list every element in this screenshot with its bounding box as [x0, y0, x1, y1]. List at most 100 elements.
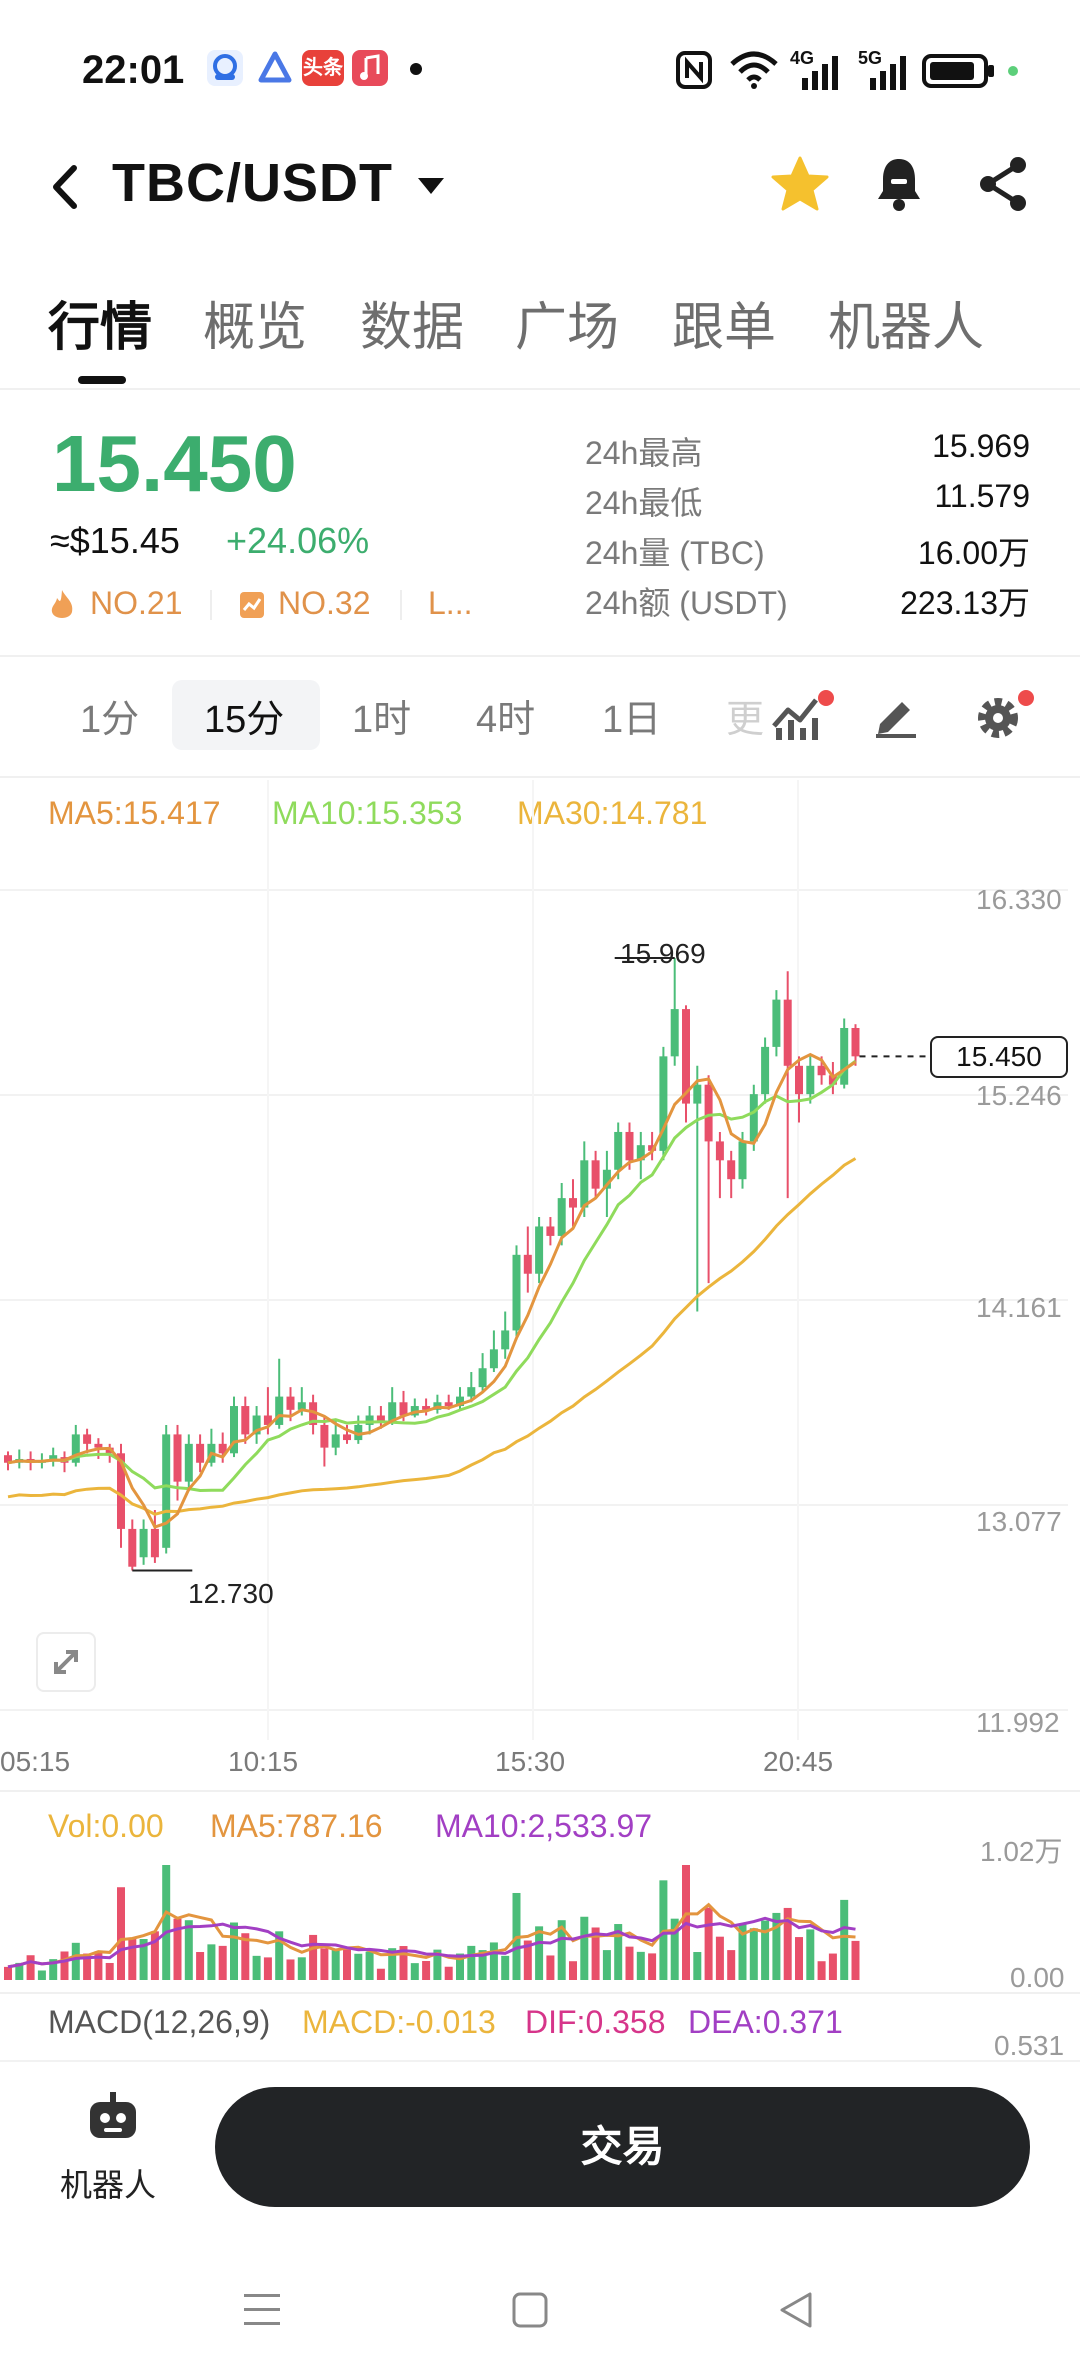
tab-copy-trade[interactable]: 跟单 [672, 299, 777, 357]
volume-bar [772, 1912, 781, 1980]
volume-bar [546, 1955, 555, 1980]
candle-body [162, 1434, 171, 1548]
volume-bar [105, 1962, 114, 1980]
candle-body [309, 1402, 318, 1425]
x-axis-label: 05:15 [0, 1746, 71, 1777]
home-nav-icon[interactable] [508, 2288, 552, 2332]
volume-bar [173, 1918, 182, 1980]
tab-active-indicator [78, 376, 126, 384]
macd-axis-label: 0.531 [994, 2030, 1065, 2061]
divider [0, 655, 1080, 657]
share-icon[interactable] [976, 155, 1030, 213]
settings-gear-icon[interactable] [970, 688, 1036, 744]
volume-bar [184, 1920, 193, 1980]
music-app-icon [352, 50, 388, 86]
volume-bar [83, 1953, 92, 1980]
tab-market[interactable]: 行情 [48, 299, 153, 357]
candle-body [557, 1198, 566, 1236]
volume-bar [489, 1942, 498, 1980]
rank-more[interactable]: L... [428, 585, 473, 621]
candle-body [241, 1406, 250, 1435]
ma30-line [7, 1157, 857, 1516]
vol-ma10-line [7, 1916, 856, 1969]
y-axis-label: 16.330 [976, 884, 1062, 915]
candle-body [422, 1406, 431, 1410]
tab-bot[interactable]: 机器人 [828, 299, 985, 357]
vol-ma5-legend: MA5:787.16 [210, 1808, 383, 1844]
candle-body [297, 1402, 306, 1410]
timeframe-1d[interactable]: 1日 [602, 699, 662, 741]
network-5g-label: 5G [858, 48, 883, 68]
candle-body [94, 1443, 103, 1448]
caret-down-icon[interactable] [416, 175, 446, 197]
price-alert-bell-icon[interactable] [874, 155, 924, 213]
rank-hot[interactable]: NO.21 [90, 585, 183, 621]
divider [0, 1790, 1080, 1792]
menu-nav-icon[interactable] [240, 2290, 284, 2330]
volume-bar [795, 1937, 803, 1980]
price-change: +24.06% [226, 520, 370, 561]
divider [0, 1992, 1080, 1994]
back-nav-icon[interactable] [774, 2288, 818, 2332]
timeframe-1h[interactable]: 1时 [352, 699, 412, 741]
expand-icon [54, 1650, 78, 1674]
draw-pen-icon[interactable] [870, 690, 920, 740]
volume-bar [331, 1949, 340, 1980]
volume-bar [263, 1957, 272, 1980]
volume-bar [433, 1949, 442, 1980]
candle-body [467, 1387, 476, 1397]
timeframe-1m[interactable]: 1分 [80, 699, 140, 741]
tab-data[interactable]: 数据 [360, 299, 465, 357]
flame-icon [51, 590, 73, 618]
candle-body [196, 1443, 205, 1463]
candle-body [365, 1415, 374, 1425]
candle-body [580, 1160, 589, 1208]
y-axis-label: 14.161 [976, 1292, 1062, 1323]
candle-body [749, 1094, 758, 1142]
candle-body [478, 1368, 487, 1388]
candlestick-chart[interactable] [0, 780, 1080, 1740]
indicator-icon[interactable] [770, 688, 836, 744]
timeframe-4h[interactable]: 4时 [476, 699, 536, 741]
stat-low-label: 24h最低 [585, 485, 703, 521]
volume-bar [71, 1942, 80, 1980]
volume-bar [309, 1934, 318, 1980]
candle-body [591, 1160, 600, 1189]
rank-gain[interactable]: NO.32 [278, 585, 371, 621]
y-axis-label: 11.992 [976, 1707, 1060, 1738]
timeframe-15m[interactable]: 15分 [204, 699, 285, 741]
macd-dea: DEA:0.371 [688, 2004, 843, 2040]
candle-body [715, 1141, 724, 1161]
timeframe-more[interactable]: 更 [726, 699, 765, 741]
volume-bar [456, 1953, 464, 1980]
tab-overview[interactable]: 概览 [203, 299, 308, 357]
volume-bar [37, 1970, 46, 1980]
volume-bar [467, 1945, 476, 1980]
back-icon[interactable] [48, 162, 82, 212]
candle-body [230, 1406, 238, 1454]
pair-title[interactable]: TBC/USDT [112, 153, 393, 213]
current-price-tag: 15.450 [930, 1036, 1068, 1078]
volume-bar [840, 1899, 849, 1980]
robot-icon[interactable] [86, 2090, 140, 2142]
candle-body [828, 1075, 837, 1085]
tab-square[interactable]: 广场 [515, 299, 620, 357]
divider [0, 388, 1080, 390]
candle-body [602, 1169, 611, 1189]
candle-body [817, 1065, 826, 1076]
volume-bar [704, 1907, 713, 1980]
volume-bar [388, 1948, 397, 1980]
volume-bar [365, 1951, 374, 1980]
favorite-star-icon[interactable] [770, 155, 830, 213]
volume-bar [150, 1931, 159, 1980]
volume-bar [230, 1922, 238, 1980]
candle-body [625, 1131, 634, 1161]
candle-body [682, 1009, 690, 1104]
wifi-icon [730, 51, 778, 89]
trade-button[interactable]: 交易 [215, 2087, 1030, 2207]
y-axis-label: 13.077 [976, 1506, 1062, 1537]
expand-chart-button[interactable] [36, 1632, 96, 1692]
volume-bar [94, 1951, 103, 1980]
volume-bar [614, 1924, 623, 1980]
robot-label[interactable]: 机器人 [60, 2167, 157, 2203]
